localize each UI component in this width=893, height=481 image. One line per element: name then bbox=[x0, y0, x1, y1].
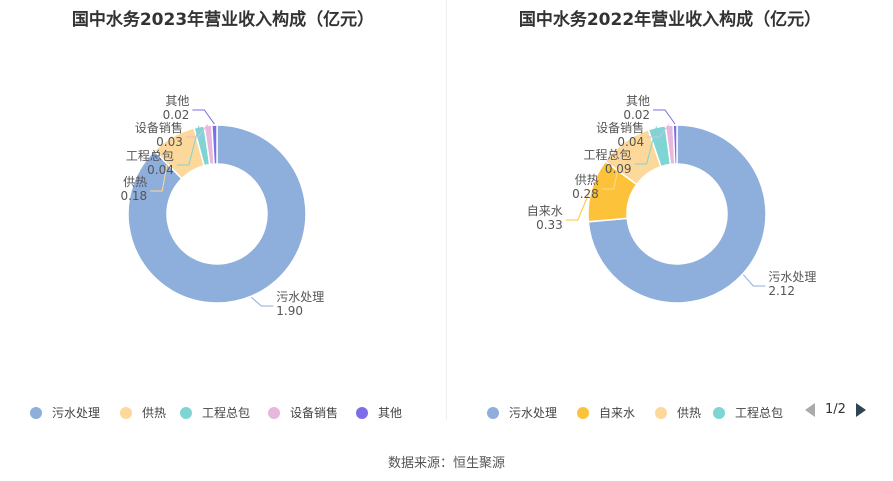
legend-prev-icon[interactable] bbox=[805, 402, 815, 417]
slice-label-value: 0.28 bbox=[572, 187, 599, 201]
legend-label: 污水处理 bbox=[52, 406, 101, 420]
leader-line bbox=[150, 135, 173, 192]
panel-divider bbox=[446, 0, 447, 420]
legend-2022: 污水处理 自来水 供热 工程总包 bbox=[447, 404, 893, 424]
legend-label: 工程总包 bbox=[735, 406, 784, 420]
legend-item[interactable]: 供热 bbox=[120, 404, 166, 421]
slice-label-category: 工程总包 bbox=[126, 148, 174, 163]
legend-label: 设备销售 bbox=[290, 406, 339, 420]
legend-dot-icon bbox=[180, 406, 192, 419]
slice-label-value: 0.04 bbox=[617, 135, 644, 149]
slice-label-value: 0.03 bbox=[156, 135, 183, 149]
leader-line bbox=[565, 189, 591, 221]
legend-dot-icon bbox=[120, 406, 132, 419]
legend-dot-icon bbox=[655, 406, 667, 419]
slice-label-category: 工程总包 bbox=[584, 147, 632, 162]
legend-item[interactable]: 供热 bbox=[655, 404, 701, 421]
legend-dot-icon bbox=[487, 406, 499, 419]
legend-dot-icon bbox=[30, 406, 42, 419]
donut-slice-2023-4[interactable] bbox=[211, 124, 218, 165]
leader-line bbox=[634, 126, 658, 165]
legend-label: 自来水 bbox=[599, 406, 636, 420]
chart-title-2022: 国中水务2022年营业收入构成（亿元） bbox=[518, 10, 822, 30]
legend-page-indicator: 1/2 bbox=[825, 402, 846, 417]
slice-label-value: 0.02 bbox=[623, 108, 650, 122]
legend-item[interactable]: 工程总包 bbox=[713, 404, 783, 421]
legend-dot-icon bbox=[356, 406, 368, 419]
slice-label-value: 1.90 bbox=[276, 304, 303, 318]
legend-dot-icon bbox=[713, 406, 725, 419]
leader-line bbox=[185, 124, 209, 138]
chart-panel-2023: 国中水务2023年营业收入构成（亿元） 污水处理 1.90 供热 0.18 工程总包 0.… bbox=[0, 0, 446, 440]
slice-label-category: 污水处理 bbox=[768, 270, 816, 284]
data-source: 数据来源：恒生聚源 bbox=[387, 456, 505, 471]
legend-item[interactable]: 其他 bbox=[356, 404, 402, 421]
legend-dot-icon bbox=[577, 406, 589, 419]
slice-label-category: 其他 bbox=[626, 94, 650, 108]
legend-pager: 1/2 bbox=[805, 402, 866, 417]
slice-label-category: 污水处理 bbox=[276, 290, 324, 304]
leader-line bbox=[653, 109, 676, 125]
legend-label: 供热 bbox=[142, 406, 167, 420]
leader-line bbox=[647, 124, 670, 138]
leader-line bbox=[250, 296, 274, 307]
slice-label-value: 0.33 bbox=[536, 218, 563, 232]
legend-dot-icon bbox=[268, 406, 280, 419]
legend-label: 其他 bbox=[378, 406, 403, 420]
leader-line bbox=[192, 109, 215, 125]
legend-label: 供热 bbox=[677, 406, 702, 420]
legend-2023: 污水处理 供热 工程总包 设备销售 其他 bbox=[0, 404, 446, 424]
legend-item[interactable]: 工程总包 bbox=[180, 404, 250, 421]
legend-label: 工程总包 bbox=[202, 406, 251, 420]
slice-label-category: 供热 bbox=[123, 175, 147, 189]
legend-label: 污水处理 bbox=[509, 406, 558, 420]
slice-label-value: 0.09 bbox=[605, 162, 632, 176]
slice-label-value: 2.12 bbox=[768, 284, 795, 298]
leader-line bbox=[742, 274, 766, 287]
slice-label-category: 其他 bbox=[165, 94, 189, 108]
donut-slice-2022-5[interactable] bbox=[672, 124, 678, 165]
legend-item[interactable]: 污水处理 bbox=[487, 404, 557, 421]
slice-label-value: 0.18 bbox=[120, 189, 147, 203]
slice-label-category: 自来水 bbox=[527, 204, 563, 218]
legend-next-icon[interactable] bbox=[855, 402, 866, 417]
legend-item[interactable]: 污水处理 bbox=[30, 404, 100, 421]
slice-label-category: 供热 bbox=[575, 173, 599, 187]
slice-label-value: 0.02 bbox=[163, 108, 190, 122]
leader-line bbox=[601, 141, 625, 190]
slice-label-category: 设备销售 bbox=[596, 120, 644, 135]
slice-label-value: 0.04 bbox=[147, 163, 174, 177]
legend-item[interactable]: 设备销售 bbox=[268, 404, 338, 421]
legend-item[interactable]: 自来水 bbox=[577, 404, 635, 421]
slice-label-category: 设备销售 bbox=[135, 120, 183, 135]
chart-title-2023: 国中水务2023年营业收入构成（亿元） bbox=[71, 10, 375, 30]
donut-slice-2022-0[interactable] bbox=[587, 124, 767, 304]
leader-line bbox=[176, 125, 200, 166]
chart-panel-2022: 国中水务2022年营业收入构成（亿元） 污水处理 2.12 自来水 0.33 供热 0.2… bbox=[447, 0, 893, 440]
